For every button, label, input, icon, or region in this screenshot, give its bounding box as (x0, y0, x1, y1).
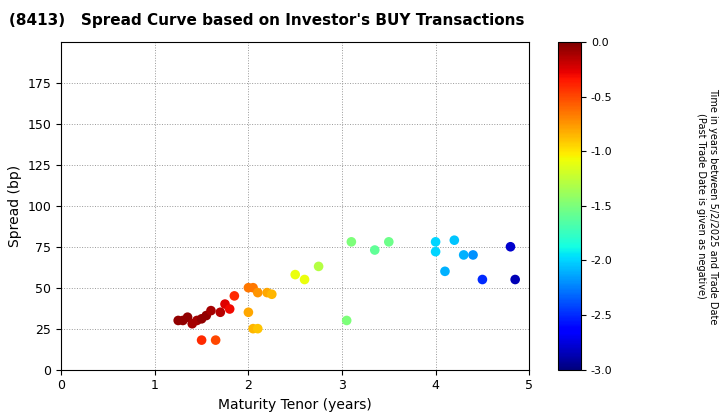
Point (192, 317, 203, 324)
Point (224, 306, 235, 312)
Point (449, 237, 460, 244)
Y-axis label: Spread (bp): Spread (bp) (8, 165, 22, 247)
Point (210, 337, 222, 344)
Point (510, 276, 521, 283)
Text: (8413)   Spread Curve based on Investor's BUY Transactions: (8413) Spread Curve based on Investor's … (9, 13, 524, 28)
X-axis label: Maturity Tenor (years): Maturity Tenor (years) (218, 398, 372, 412)
Point (346, 239, 357, 245)
Point (173, 317, 184, 324)
Point (248, 325, 259, 332)
Point (243, 309, 254, 316)
Point (200, 312, 212, 319)
Point (289, 271, 301, 278)
Point (220, 301, 231, 307)
Point (261, 289, 273, 296)
Point (205, 307, 217, 314)
Point (383, 239, 395, 245)
Point (177, 317, 189, 324)
Point (196, 315, 207, 322)
Point (341, 317, 353, 324)
Point (369, 247, 381, 253)
Point (458, 252, 469, 258)
Point (477, 276, 488, 283)
Point (505, 243, 516, 250)
Point (196, 337, 207, 344)
Point (186, 320, 198, 327)
Point (439, 268, 451, 275)
Point (252, 289, 264, 296)
Point (467, 252, 479, 258)
Point (248, 284, 259, 291)
Point (313, 263, 325, 270)
Point (243, 284, 254, 291)
Point (299, 276, 310, 283)
Point (215, 309, 226, 316)
Point (430, 248, 441, 255)
Point (266, 291, 278, 298)
Point (430, 239, 441, 245)
Y-axis label: Time in years between 5/2/2025 and Trade Date
(Past Trade Date is given as negat: Time in years between 5/2/2025 and Trade… (696, 88, 718, 324)
Point (182, 314, 194, 320)
Point (252, 325, 264, 332)
Point (229, 292, 240, 299)
